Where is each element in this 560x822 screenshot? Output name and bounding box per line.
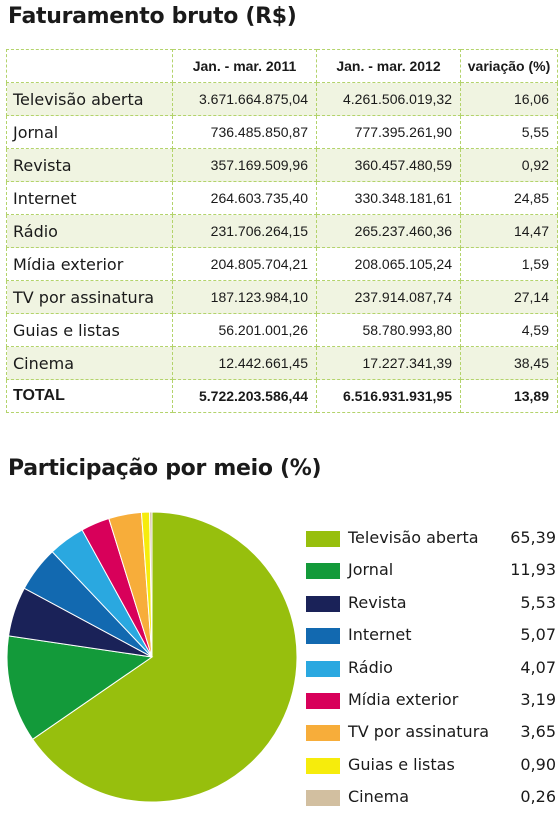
table-row: Guias e listas 56.201.001,26 58.780.993,80… [6,313,558,347]
row-label: Guias e listas [6,313,173,347]
value-2011: 187.123.984,10 [172,280,317,314]
pie-chart [6,511,298,803]
row-label: TOTAL [6,379,173,413]
table-row: TV por assinatura 187.123.984,10 237.914.0… [6,280,558,314]
row-label: Rádio [6,214,173,248]
header-2011: Jan. - mar. 2011 [172,49,317,83]
revenue-table: Jan. - mar. 2011 Jan. - mar. 2012 variaç… [6,49,558,413]
table-row: Jornal 736.485.850,87 777.395.261,90 5,55 [6,115,558,149]
legend-swatch [306,692,340,709]
pie-slice [149,511,153,658]
table-row: Rádio 231.706.264,15 265.237.460,36 14,47 [6,214,558,248]
value-2011: 56.201.001,26 [172,313,317,347]
value-2011: 231.706.264,15 [172,214,317,248]
legend-swatch [306,563,340,580]
legend-label: Jornal [348,560,394,580]
row-label: Internet [6,181,173,215]
pie-slice [6,635,154,740]
value-2012: 58.780.993,80 [316,313,461,347]
value-variation: 4,59 [460,313,558,347]
value-variation: 0,92 [460,148,558,182]
legend-item: Rádio 4,07 [306,658,556,690]
table-title: Faturamento bruto (R$) [8,4,297,29]
table-row: Internet 264.603.735,40 330.348.181,61 24,8… [6,181,558,215]
row-label: Mídia exterior [6,247,173,281]
legend-label: Revista [348,592,407,612]
legend-item: Cinema 0,26 [306,787,556,819]
legend-label: Rádio [348,657,393,677]
legend-value: 5,53 [520,592,556,612]
value-2012: 330.348.181,61 [316,181,461,215]
value-2012: 265.237.460,36 [316,214,461,248]
value-2012: 17.227.341,39 [316,346,461,380]
legend-value: 3,19 [520,689,556,709]
table-row: Cinema 12.442.661,45 17.227.341,39 38,45 [6,346,558,380]
pie-slice [31,511,298,803]
legend-value: 3,65 [520,722,556,742]
legend-label: Mídia exterior [348,689,459,709]
legend-item: Internet 5,07 [306,625,556,657]
value-2012: 360.457.480,59 [316,148,461,182]
legend-swatch [306,790,340,807]
legend-label: Cinema [348,787,409,807]
value-2012: 208.065.105,24 [316,247,461,281]
legend-item: TV por assinatura 3,65 [306,722,556,754]
value-variation: 16,06 [460,82,558,116]
row-label: Revista [6,148,173,182]
value-variation: 38,45 [460,346,558,380]
header-2012: Jan. - mar. 2012 [316,49,461,83]
value-2012: 237.914.087,74 [316,280,461,314]
legend-label: Internet [348,625,412,645]
value-2012: 6.516.931.931,95 [316,379,461,413]
legend-value: 0,26 [520,787,556,807]
legend-value: 11,93 [510,560,556,580]
legend-item: Mídia exterior 3,19 [306,690,556,722]
legend-swatch [306,757,340,774]
table-header-row: Jan. - mar. 2011 Jan. - mar. 2012 variaç… [6,49,558,83]
table-row: Televisão aberta 3.671.664.875,04 4.261.50… [6,82,558,116]
value-2011: 264.603.735,40 [172,181,317,215]
pie-title: Participação por meio (%) [8,456,322,481]
table-total-row: TOTAL 5.722.203.586,44 6.516.931.931,95 13,… [6,379,558,413]
row-label: Cinema [6,346,173,380]
value-2011: 204.805.704,21 [172,247,317,281]
row-label: TV por assinatura [6,280,173,314]
pie-legend: Televisão aberta 65,39 Jornal 11,93 Revista 5… [306,528,556,820]
table-row: Revista 357.169.509,96 360.457.480,59 0,92 [6,148,558,182]
legend-label: Televisão aberta [348,528,479,547]
value-variation: 1,59 [460,247,558,281]
legend-label: TV por assinatura [348,722,490,742]
value-2011: 3.671.664.875,04 [172,82,317,116]
legend-value: 4,07 [520,657,556,677]
legend-value: 0,90 [520,754,556,774]
value-variation: 5,55 [460,115,558,149]
legend-swatch [306,725,340,742]
row-label: Televisão aberta [6,82,173,116]
table-row: Mídia exterior 204.805.704,21 208.065.105,… [6,247,558,281]
row-label: Jornal [6,115,173,149]
legend-item: Televisão aberta 65,39 [306,528,556,560]
value-2012: 777.395.261,90 [316,115,461,149]
legend-item: Revista 5,53 [306,593,556,625]
legend-item: Jornal 11,93 [306,560,556,592]
value-2011: 5.722.203.586,44 [172,379,317,413]
value-variation: 13,89 [460,379,558,413]
legend-value: 65,39 [510,528,556,547]
value-variation: 27,14 [460,280,558,314]
value-2011: 357.169.509,96 [172,148,317,182]
legend-item: Guias e listas 0,90 [306,755,556,787]
value-2011: 12.442.661,45 [172,346,317,380]
value-2011: 736.485.850,87 [172,115,317,149]
legend-label: Guias e listas [348,754,455,774]
legend-swatch [306,531,340,547]
header-category [6,49,173,83]
legend-value: 5,07 [520,625,556,645]
value-2012: 4.261.506.019,32 [316,82,461,116]
legend-swatch [306,660,340,677]
value-variation: 24,85 [460,181,558,215]
legend-swatch [306,628,340,645]
legend-swatch [306,595,340,612]
header-variation: variação (%) [460,49,558,83]
value-variation: 14,47 [460,214,558,248]
